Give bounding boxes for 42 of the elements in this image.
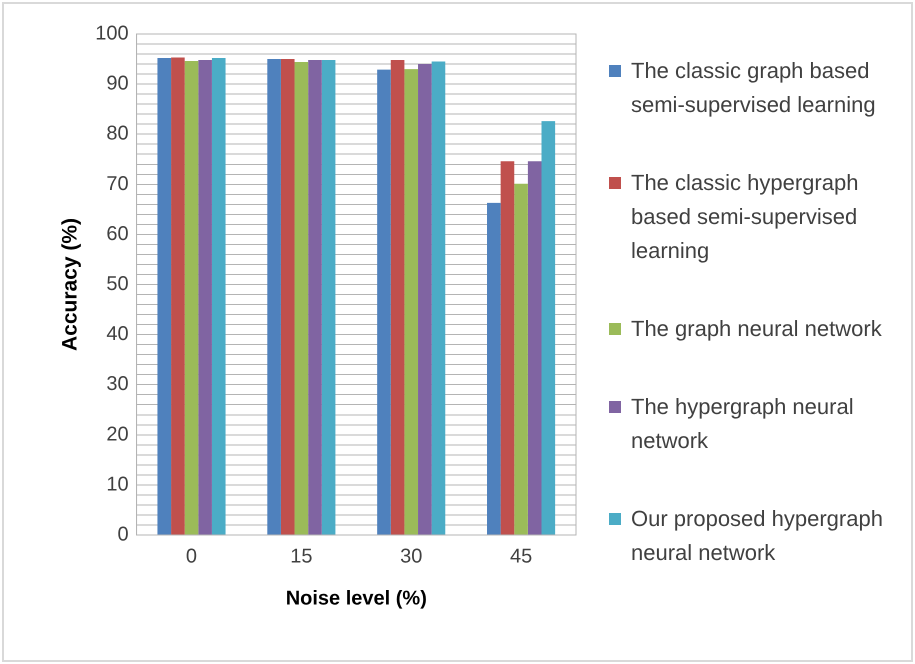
- y-tick-label: 80: [106, 122, 129, 145]
- bar: [322, 60, 336, 534]
- bar: [267, 59, 281, 534]
- bar: [280, 59, 295, 534]
- x-tick-label: 0: [186, 546, 198, 568]
- x-axis-title: Noise level (%): [286, 588, 427, 610]
- bar: [542, 121, 556, 534]
- bar: [198, 60, 212, 534]
- bar: [514, 184, 528, 534]
- bar: [487, 202, 501, 534]
- bar: [418, 64, 432, 534]
- bar: [171, 58, 185, 534]
- y-tick-label: 50: [106, 273, 129, 296]
- bar: [184, 61, 198, 534]
- y-tick-label: 70: [106, 172, 129, 195]
- bar: [404, 69, 418, 534]
- y-tick-label: 60: [106, 222, 129, 245]
- legend-label: The graph neural network: [631, 315, 882, 343]
- y-tick-label: 100: [95, 22, 129, 45]
- x-tick-label: 30: [400, 546, 422, 568]
- legend-label: Our proposed hypergraph neural network: [631, 505, 884, 567]
- y-tick-label: 30: [106, 373, 129, 396]
- bar: [308, 60, 322, 534]
- x-tick-label: 45: [510, 546, 532, 568]
- bar: [157, 58, 172, 534]
- bar: [377, 70, 391, 534]
- y-tick-label: 0: [117, 524, 129, 546]
- legend-label: The hypergraph neural network: [631, 393, 855, 455]
- bar: [528, 161, 542, 534]
- legend-label: The classic hypergraph based semi-supervised learning: [631, 169, 860, 265]
- y-tick-label: 20: [106, 423, 129, 446]
- bar: [294, 62, 308, 534]
- bar: [500, 161, 514, 534]
- y-tick-label: 90: [106, 72, 129, 95]
- x-tick-label: 15: [290, 546, 312, 568]
- bar: [432, 62, 446, 534]
- bar: [390, 60, 404, 534]
- y-axis-title: Accuracy (%): [58, 218, 82, 352]
- y-tick-label: 40: [106, 323, 129, 346]
- bar: [212, 58, 226, 534]
- legend-label: The classic graph based semi-supervised learning: [631, 57, 877, 119]
- y-tick-label: 10: [106, 473, 129, 496]
